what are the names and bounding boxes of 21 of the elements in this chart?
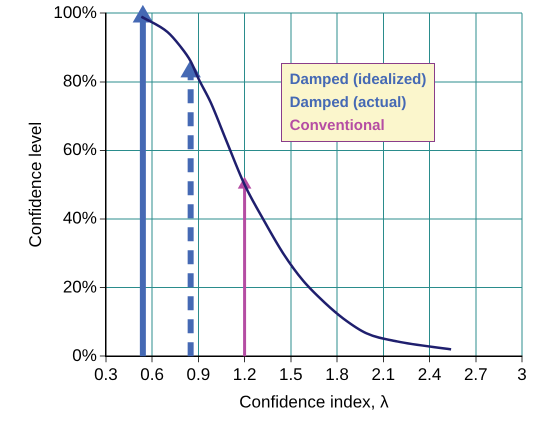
y-tick-label: 40%: [62, 208, 97, 228]
x-tick-label: 2.7: [464, 365, 488, 384]
x-tick-label: 2.1: [371, 365, 396, 384]
y-tick-label: 60%: [62, 140, 97, 160]
x-axis-title: Confidence index, λ: [239, 392, 390, 412]
text: Damped (actual): [290, 93, 408, 114]
x-tick-label: 0.6: [140, 365, 164, 384]
x-tick-label: 0.3: [94, 365, 118, 384]
text: Damped (idealized): [290, 70, 426, 90]
text: Conventional: [290, 116, 386, 136]
y-axis-title: Confidence level: [26, 122, 45, 248]
y-tick-label: 80%: [62, 71, 97, 90]
x-tick-label: 1.2: [232, 365, 256, 384]
y-tick-label: 20%: [62, 277, 97, 296]
x-tick-label: 1.5: [279, 365, 303, 384]
y-tick-label: 100%: [53, 2, 97, 22]
y-tick-label: 0%: [72, 346, 97, 365]
x-tick-label: 0.9: [186, 365, 210, 384]
x-tick-label: 1.8: [325, 365, 349, 384]
x-tick-label: 3: [517, 365, 527, 384]
x-tick-label: 2.4: [418, 365, 442, 384]
